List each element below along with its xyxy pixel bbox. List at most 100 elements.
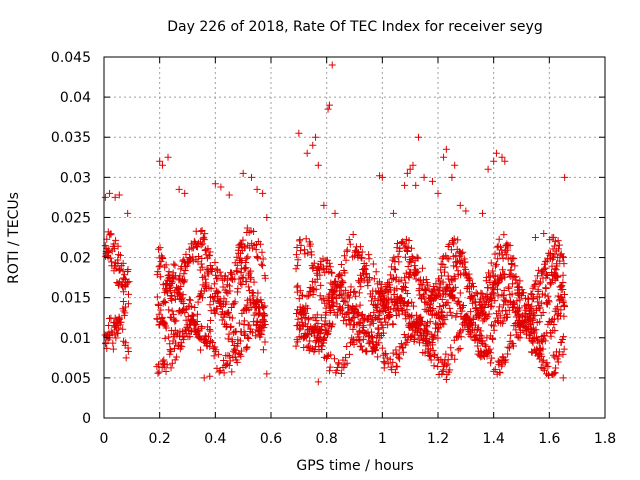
data-point bbox=[416, 314, 424, 322]
data-point bbox=[351, 287, 359, 295]
data-point bbox=[372, 346, 380, 354]
data-point bbox=[547, 332, 555, 340]
data-point bbox=[408, 253, 416, 261]
data-point bbox=[181, 266, 189, 274]
data-point bbox=[408, 298, 416, 306]
data-point bbox=[260, 304, 268, 312]
data-point bbox=[483, 334, 491, 342]
data-point bbox=[122, 339, 130, 347]
data-point bbox=[357, 283, 365, 291]
x-tick-label: 0.6 bbox=[260, 431, 282, 447]
data-point bbox=[538, 358, 546, 366]
data-point bbox=[259, 189, 267, 197]
data-point bbox=[231, 353, 239, 361]
data-point bbox=[467, 308, 475, 316]
data-point bbox=[452, 258, 460, 266]
data-point bbox=[230, 345, 238, 353]
data-point bbox=[403, 247, 411, 255]
data-point bbox=[552, 364, 560, 372]
data-point bbox=[237, 352, 245, 360]
data-point bbox=[540, 266, 548, 274]
data-point bbox=[415, 285, 423, 293]
data-point bbox=[553, 262, 561, 270]
data-point bbox=[206, 301, 214, 309]
data-point bbox=[539, 308, 547, 316]
data-point bbox=[257, 260, 265, 268]
data-point bbox=[427, 294, 435, 302]
data-point bbox=[560, 302, 568, 310]
data-point bbox=[156, 157, 164, 165]
data-point bbox=[504, 255, 512, 263]
data-point bbox=[367, 328, 375, 336]
data-point bbox=[114, 259, 122, 267]
data-point bbox=[440, 153, 448, 161]
data-point bbox=[193, 310, 201, 318]
data-point bbox=[349, 325, 357, 333]
data-point bbox=[398, 296, 406, 304]
data-point bbox=[238, 257, 246, 265]
data-point bbox=[479, 337, 487, 345]
data-point bbox=[105, 249, 113, 257]
data-point bbox=[194, 243, 202, 251]
data-point bbox=[159, 254, 167, 262]
data-point bbox=[516, 304, 524, 312]
data-point bbox=[343, 342, 351, 350]
data-point bbox=[554, 245, 562, 253]
axis-ticks bbox=[103, 56, 606, 419]
data-point bbox=[499, 266, 507, 274]
data-point bbox=[160, 319, 168, 327]
data-point bbox=[390, 254, 398, 262]
data-point bbox=[261, 302, 269, 310]
data-point bbox=[182, 316, 190, 324]
data-point bbox=[222, 298, 230, 306]
data-point bbox=[124, 348, 132, 356]
data-point bbox=[490, 367, 498, 375]
data-point bbox=[448, 173, 456, 181]
data-point bbox=[211, 309, 219, 317]
data-point bbox=[350, 340, 358, 348]
data-point bbox=[304, 304, 312, 312]
data-point bbox=[538, 299, 546, 307]
data-point bbox=[211, 180, 219, 188]
data-point bbox=[238, 247, 246, 255]
data-point bbox=[351, 247, 359, 255]
data-point bbox=[441, 263, 449, 271]
data-point bbox=[528, 337, 536, 345]
data-point bbox=[245, 283, 253, 291]
data-point bbox=[386, 271, 394, 279]
data-point bbox=[414, 254, 422, 262]
data-point bbox=[345, 294, 353, 302]
data-point bbox=[240, 317, 248, 325]
data-point bbox=[386, 281, 394, 289]
y-tick-label: 0.03 bbox=[60, 170, 91, 186]
data-point bbox=[295, 129, 303, 137]
data-point bbox=[317, 314, 325, 322]
y-tick-label: 0.025 bbox=[51, 210, 91, 226]
data-point bbox=[326, 363, 334, 371]
data-point bbox=[342, 298, 350, 306]
data-point bbox=[121, 271, 129, 279]
data-point bbox=[443, 299, 451, 307]
data-point bbox=[476, 301, 484, 309]
data-point bbox=[442, 375, 450, 383]
y-axis-label: ROTI / TECUs bbox=[6, 192, 22, 284]
data-point bbox=[225, 330, 233, 338]
data-point bbox=[218, 316, 226, 324]
data-point bbox=[513, 279, 521, 287]
data-point bbox=[392, 311, 400, 319]
data-point bbox=[206, 372, 214, 380]
data-point bbox=[486, 349, 494, 357]
data-point bbox=[201, 230, 209, 238]
data-point bbox=[296, 287, 304, 295]
data-point bbox=[420, 173, 428, 181]
data-point bbox=[500, 231, 508, 239]
data-point bbox=[404, 243, 412, 251]
data-point bbox=[241, 265, 249, 273]
data-point bbox=[514, 291, 522, 299]
data-point bbox=[478, 332, 486, 340]
data-point bbox=[200, 236, 208, 244]
data-point bbox=[434, 328, 442, 336]
data-point bbox=[179, 257, 187, 265]
data-point bbox=[234, 285, 242, 293]
